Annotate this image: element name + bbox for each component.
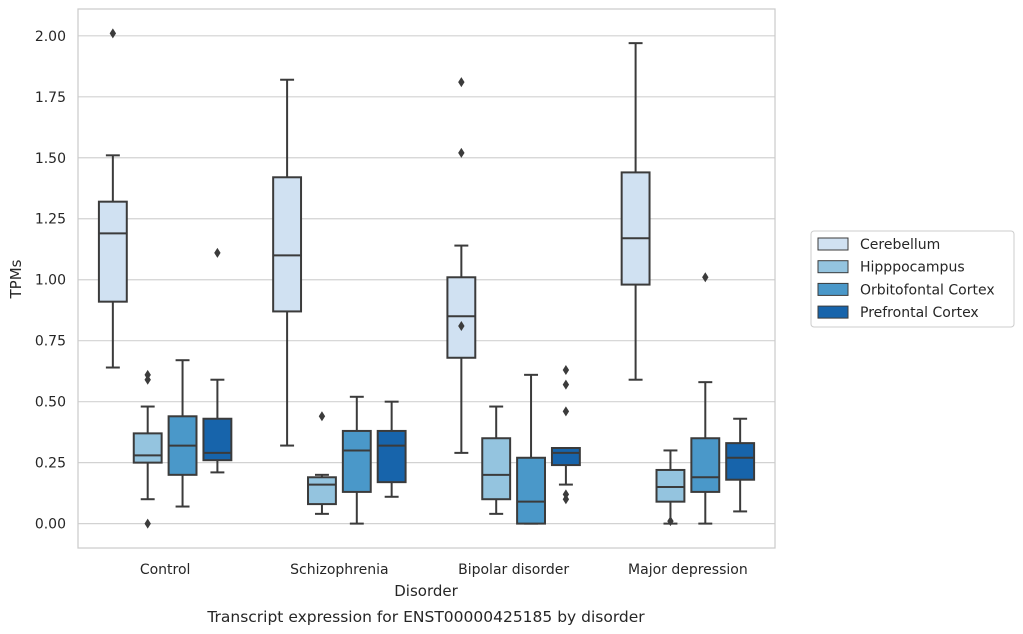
iqr-box: [376, 429, 407, 484]
iqr-box: [97, 200, 128, 303]
outlier-point: [458, 321, 465, 332]
outlier-point: [562, 406, 570, 417]
outlier-point: [458, 147, 465, 158]
outlier-point: [214, 247, 221, 258]
iqr-box: [341, 429, 372, 493]
x-tick-label: Bipolar disorder: [458, 562, 569, 578]
outlier-point: [458, 77, 465, 88]
box-plot-item: [132, 369, 163, 529]
iqr-box: [132, 432, 163, 464]
y-tick-label: 1.00: [35, 273, 66, 289]
legend-label: Prefrontal Cortex: [860, 305, 979, 321]
legend-swatch: [817, 282, 849, 296]
outlier-point: [562, 379, 570, 390]
iqr-box: [550, 447, 581, 467]
plot-boxes: [97, 28, 756, 529]
outlier-point: [318, 411, 326, 422]
y-tick-label: 0.25: [35, 456, 66, 472]
box-plot-item: [272, 78, 303, 447]
iqr-box: [516, 456, 546, 525]
outlier-point: [562, 494, 570, 505]
y-tick-label: 1.50: [35, 151, 66, 167]
box-plot-item: [376, 400, 407, 498]
iqr-box: [655, 468, 686, 503]
y-axis-ticks: 0.00 0.25 0.50 0.75 1.00 1.25 1.50 1.75 2.00: [35, 29, 66, 533]
iqr-box: [307, 476, 337, 506]
box-plot-item: [620, 42, 651, 381]
iqr-box: [620, 171, 651, 286]
iqr-box: [725, 442, 756, 481]
outlier-point: [144, 374, 151, 385]
box-plot-item: [725, 417, 756, 513]
x-axis-label: Disorder: [394, 582, 458, 600]
iqr-box: [690, 437, 721, 493]
y-tick-label: 1.25: [35, 212, 66, 228]
iqr-box: [481, 437, 512, 501]
legend: Cerebellum Hipppocampus Orbitofontal Corte…: [810, 230, 1015, 328]
box-plot-item: [167, 359, 198, 508]
box-plot-item: [516, 373, 546, 525]
box-plot-item: [97, 28, 128, 369]
legend-frame: [810, 230, 1015, 328]
legend-swatch: [817, 260, 849, 274]
outlier-point: [562, 364, 570, 375]
box-plot-item: [481, 405, 512, 515]
y-tick-label: 0.50: [35, 395, 66, 411]
chart-title: Transcript expression for ENST0000042518…: [206, 608, 645, 626]
iqr-box: [202, 417, 233, 462]
outlier-point: [144, 518, 151, 529]
box-plot-item: [341, 395, 372, 525]
iqr-box: [272, 176, 303, 313]
x-tick-label: Control: [140, 562, 191, 578]
legend-label: Orbitofontal Cortex: [860, 282, 995, 298]
legend-swatch: [817, 237, 849, 251]
x-tick-label: Major depression: [628, 562, 748, 578]
y-tick-label: 0.75: [35, 334, 66, 350]
legend-swatch: [817, 305, 849, 319]
legend-label: Cerebellum: [860, 237, 940, 253]
box-plot-item: [446, 77, 477, 454]
box-plot-item: [550, 364, 581, 505]
box-plot-item: [690, 272, 721, 525]
y-tick-label: 2.00: [35, 29, 66, 45]
y-tick-label: 1.75: [35, 90, 66, 106]
outlier-point: [702, 272, 709, 283]
y-axis-label: TPMs: [7, 259, 25, 299]
x-axis-ticks: Control Schizophrenia Bipolar disorder Majo…: [140, 562, 748, 578]
legend-label: Hipppocampus: [860, 260, 965, 276]
iqr-box: [446, 276, 477, 359]
box-plot-item: [307, 411, 337, 515]
box-plot-item: [655, 449, 686, 527]
box-plot-item: [202, 247, 233, 474]
outlier-point: [667, 516, 674, 527]
plot-area-frame: [77, 8, 776, 549]
x-tick-label: Schizophrenia: [290, 562, 388, 578]
y-tick-label: 0.00: [35, 517, 66, 533]
outlier-point: [109, 28, 117, 39]
